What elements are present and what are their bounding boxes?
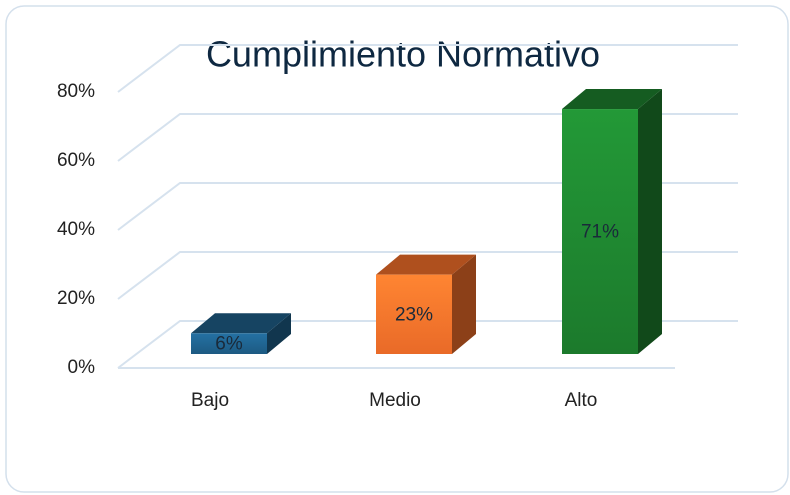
value-label: 6% bbox=[215, 334, 243, 355]
bar-top bbox=[376, 254, 476, 275]
y-tick-label: 20% bbox=[57, 288, 95, 309]
bar-top bbox=[191, 313, 291, 334]
bar-group bbox=[376, 254, 476, 354]
value-label: 71% bbox=[581, 222, 619, 243]
grid-line bbox=[117, 251, 738, 300]
grid-line bbox=[117, 113, 738, 162]
grid-line bbox=[117, 44, 738, 93]
card bbox=[5, 5, 789, 493]
value-label: 23% bbox=[395, 304, 433, 325]
grid-line bbox=[117, 182, 738, 231]
x-tick-label: Medio bbox=[369, 390, 421, 411]
bar-group bbox=[191, 313, 291, 354]
bar bbox=[562, 109, 638, 354]
x-tick-label: Alto bbox=[565, 390, 598, 411]
chart-title: Cumplimiento Normativo bbox=[206, 34, 600, 75]
y-tick-label: 60% bbox=[57, 150, 95, 171]
bar-group bbox=[562, 89, 662, 355]
bar-side bbox=[638, 89, 662, 355]
grid-line bbox=[117, 320, 738, 369]
bar-side bbox=[452, 254, 476, 354]
y-tick-label: 0% bbox=[68, 357, 96, 378]
y-tick-label: 80% bbox=[57, 81, 95, 102]
x-tick-label: Bajo bbox=[191, 390, 229, 411]
bar bbox=[376, 274, 452, 354]
y-tick-label: 40% bbox=[57, 219, 95, 240]
bar-side bbox=[267, 313, 291, 354]
bar-top bbox=[562, 89, 662, 110]
bar bbox=[191, 333, 267, 354]
